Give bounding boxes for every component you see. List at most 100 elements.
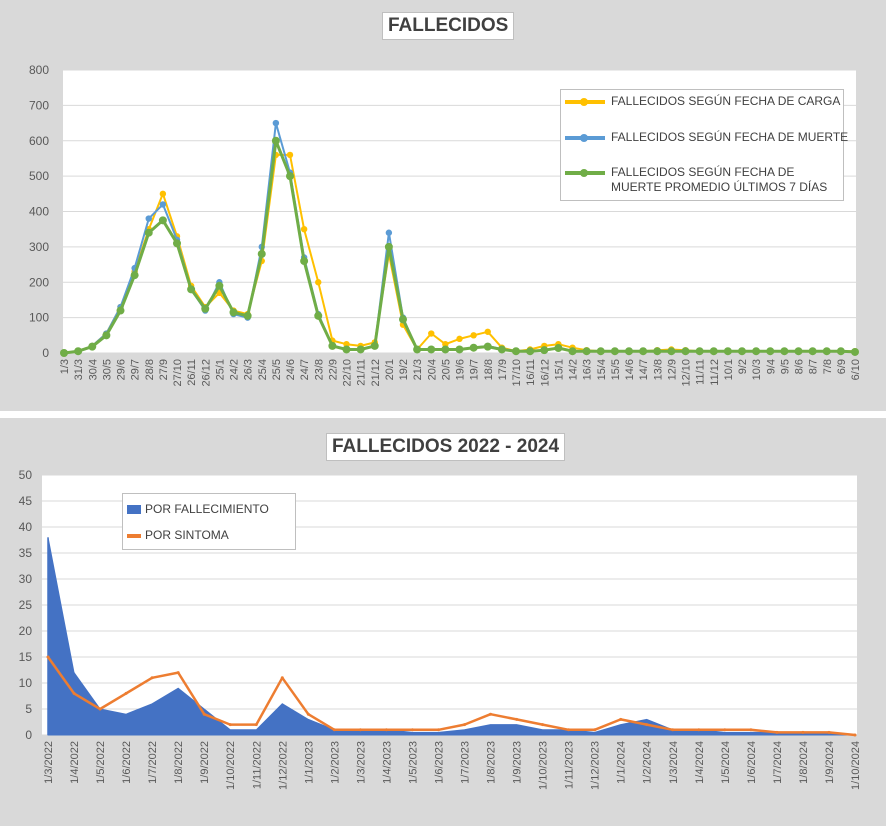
data-point-fallecidos-segun-fecha-de-muerte-promedio-ultimos-7-dias bbox=[780, 347, 789, 356]
x-tick-label: 14/6 bbox=[624, 359, 636, 380]
x-tick-label: 7/8 bbox=[822, 359, 834, 374]
data-point-fallecidos-segun-fecha-de-muerte-promedio-ultimos-7-dias bbox=[229, 308, 238, 317]
data-point-fallecidos-segun-fecha-de-muerte-promedio-ultimos-7-dias bbox=[257, 249, 266, 258]
x-tick-label: 29/6 bbox=[116, 359, 128, 380]
data-point-fallecidos-segun-fecha-de-carga bbox=[428, 330, 435, 337]
data-point-fallecidos-segun-fecha-de-muerte-promedio-ultimos-7-dias bbox=[286, 172, 294, 181]
data-point-por-sintoma bbox=[541, 723, 545, 727]
x-tick-label: 26/12 bbox=[200, 359, 212, 387]
x-tick-label: 1/7/2024 bbox=[772, 741, 784, 784]
data-point-fallecidos-segun-fecha-de-carga bbox=[300, 225, 308, 233]
x-tick-label: 1/6/2023 bbox=[433, 741, 445, 784]
x-tick-label: 19/6 bbox=[455, 359, 467, 380]
data-point-fallecidos-segun-fecha-de-muerte-promedio-ultimos-7-dias bbox=[709, 347, 718, 356]
x-tick-label: 25/1 bbox=[214, 359, 226, 380]
data-point-fallecidos-segun-fecha-de-muerte-promedio-ultimos-7-dias bbox=[187, 285, 196, 294]
chart-legend: FALLECIDOS SEGÚN FECHA DE CARGA FALLECID… bbox=[560, 89, 848, 201]
x-tick-label: 13/8 bbox=[652, 359, 664, 380]
y-tick-label: 700 bbox=[29, 98, 49, 112]
data-point-por-sintoma bbox=[72, 691, 76, 695]
data-point-fallecidos-segun-fecha-de-carga bbox=[159, 190, 167, 198]
x-tick-label: 1/9/2023 bbox=[512, 741, 524, 784]
chart-legend: POR FALLECIMIENTO POR SINTOMA bbox=[122, 493, 296, 550]
data-point-fallecidos-segun-fecha-de-muerte-promedio-ultimos-7-dias bbox=[723, 347, 732, 356]
data-point-fallecidos-segun-fecha-de-muerte-promedio-ultimos-7-dias bbox=[582, 347, 591, 356]
x-tick-label: 16/11 bbox=[525, 359, 537, 386]
y-tick-label: 600 bbox=[29, 134, 49, 148]
x-tick-label: 16/3 bbox=[582, 359, 594, 380]
data-point-fallecidos-segun-fecha-de-muerte-promedio-ultimos-7-dias bbox=[596, 347, 605, 356]
data-point-por-sintoma bbox=[306, 712, 310, 716]
x-tick-label: 20/1 bbox=[384, 359, 396, 380]
x-tick-label: 27/10 bbox=[172, 359, 184, 387]
legend-marker-promedio bbox=[580, 169, 588, 177]
x-tick-label: 1/9/2024 bbox=[824, 741, 836, 784]
x-tick-label: 1/2/2023 bbox=[329, 741, 341, 784]
data-point-fallecidos-segun-fecha-de-muerte-promedio-ultimos-7-dias bbox=[766, 347, 775, 356]
data-point-fallecidos-segun-fecha-de-muerte-promedio-ultimos-7-dias bbox=[653, 347, 662, 356]
x-tick-label: 11/11 bbox=[695, 359, 707, 385]
x-tick-label: 1/11/2023 bbox=[564, 741, 576, 789]
data-point-fallecidos-segun-fecha-de-muerte-promedio-ultimos-7-dias bbox=[271, 136, 280, 145]
x-tick-label: 16/12 bbox=[539, 359, 551, 387]
x-tick-label: 12/9 bbox=[666, 359, 678, 380]
chart-plot-area: 0 5 10 15 20 25 30 35 40 45 50 1/3/2022 1/4/2022 1/5/… bbox=[19, 468, 862, 790]
y-tick-label: 35 bbox=[19, 546, 33, 560]
data-point-por-sintoma bbox=[463, 723, 467, 727]
data-point-por-sintoma bbox=[853, 733, 857, 737]
x-tick-label: 14/2 bbox=[568, 359, 580, 380]
data-point-por-sintoma bbox=[515, 717, 519, 721]
y-tick-label: 500 bbox=[29, 169, 49, 183]
data-point-fallecidos-segun-fecha-de-muerte-promedio-ultimos-7-dias bbox=[540, 346, 549, 355]
x-tick-label: 1/11/2022 bbox=[251, 741, 263, 789]
x-tick-label: 31/3 bbox=[73, 359, 85, 380]
data-point-fallecidos-segun-fecha-de-muerte-promedio-ultimos-7-dias bbox=[130, 271, 139, 280]
x-tick-label: 1/3/2022 bbox=[43, 741, 55, 784]
data-point-fallecidos-segun-fecha-de-muerte bbox=[385, 229, 393, 236]
x-tick-label: 10/3 bbox=[751, 359, 763, 380]
x-tick-label: 26/11 bbox=[186, 359, 198, 386]
x-tick-label: 29/7 bbox=[130, 359, 142, 380]
x-tick-label: 6/10 bbox=[850, 359, 862, 380]
x-tick-label: 1/9/2022 bbox=[199, 741, 211, 784]
data-point-fallecidos-segun-fecha-de-muerte-promedio-ultimos-7-dias bbox=[370, 341, 379, 350]
legend-label-fallecimiento: POR FALLECIMIENTO bbox=[145, 502, 269, 516]
chart-title: FALLECIDOS 2022 - 2024 bbox=[326, 433, 566, 461]
data-point-fallecidos-segun-fecha-de-muerte-promedio-ultimos-7-dias bbox=[794, 347, 803, 356]
legend-label-muerte: FALLECIDOS SEGÚN FECHA DE MUERTE bbox=[611, 130, 849, 144]
x-tick-label: 23/8 bbox=[313, 359, 325, 380]
x-tick-label: 18/8 bbox=[483, 359, 495, 380]
data-point-fallecidos-segun-fecha-de-carga bbox=[442, 340, 449, 348]
x-tick-label: 19/7 bbox=[469, 359, 481, 380]
x-tick-label: 1/3 bbox=[59, 359, 71, 374]
x-tick-label: 1/4/2022 bbox=[69, 741, 81, 784]
data-point-fallecidos-segun-fecha-de-muerte-promedio-ultimos-7-dias bbox=[384, 242, 393, 251]
x-tick-label: 21/11 bbox=[356, 359, 368, 386]
data-point-por-sintoma bbox=[202, 712, 206, 716]
data-point-fallecidos-segun-fecha-de-carga bbox=[315, 279, 322, 286]
x-tick-label: 9/5 bbox=[779, 359, 791, 374]
data-point-fallecidos-segun-fecha-de-muerte-promedio-ultimos-7-dias bbox=[554, 344, 563, 353]
data-point-fallecidos-segun-fecha-de-carga bbox=[470, 332, 477, 339]
x-tick-label: 6/9 bbox=[836, 359, 848, 374]
data-point-por-sintoma bbox=[98, 707, 102, 711]
x-tick-label: 19/2 bbox=[398, 359, 410, 380]
x-tick-label: 1/6/2022 bbox=[121, 741, 133, 784]
x-tick-label: 11/12 bbox=[709, 359, 721, 386]
data-point-por-sintoma bbox=[775, 730, 779, 734]
data-point-fallecidos-segun-fecha-de-muerte-promedio-ultimos-7-dias bbox=[483, 342, 492, 351]
x-tick-label: 12/10 bbox=[681, 359, 693, 387]
series-area-por-fallecimiento bbox=[47, 537, 856, 736]
data-point-fallecidos-segun-fecha-de-muerte-promedio-ultimos-7-dias bbox=[610, 347, 619, 356]
x-tick-label: 20/4 bbox=[426, 359, 438, 380]
x-tick-label: 28/8 bbox=[144, 359, 156, 380]
x-tick-label: 1/10/2024 bbox=[850, 741, 862, 790]
data-point-fallecidos-segun-fecha-de-muerte-promedio-ultimos-7-dias bbox=[74, 347, 83, 356]
legend-marker-muerte bbox=[580, 134, 588, 142]
data-point-fallecidos-segun-fecha-de-muerte-promedio-ultimos-7-dias bbox=[88, 342, 97, 351]
data-point-por-sintoma bbox=[124, 691, 128, 695]
x-tick-label: 1/8/2022 bbox=[173, 741, 185, 784]
data-point-fallecidos-segun-fecha-de-muerte-promedio-ultimos-7-dias bbox=[60, 349, 68, 357]
data-point-fallecidos-segun-fecha-de-muerte-promedio-ultimos-7-dias bbox=[695, 347, 704, 356]
data-point-fallecidos-segun-fecha-de-muerte-promedio-ultimos-7-dias bbox=[512, 347, 520, 356]
